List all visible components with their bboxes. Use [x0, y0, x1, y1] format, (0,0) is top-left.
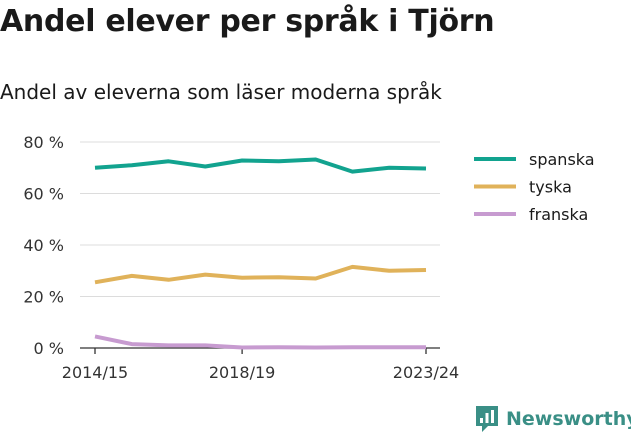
y-tick-label: 60 %	[23, 185, 64, 204]
y-tick-label: 40 %	[23, 236, 64, 255]
legend-label-tyska: tyska	[529, 178, 572, 197]
series-line-franska	[94, 334, 426, 350]
axis-layer: 0 % 20 % 40 % 60 % 80 % 2014/15 2018/19 2023/24	[23, 133, 459, 382]
x-tick-label: 2018/19	[209, 363, 275, 382]
series-layer	[94, 157, 427, 350]
y-tick-label: 0 %	[34, 339, 64, 358]
legend-label-franska: franska	[529, 205, 588, 224]
newsworthy-icon	[476, 406, 498, 432]
legend-label-spanska: spanska	[529, 150, 595, 169]
series-line-tyska	[94, 264, 427, 285]
brand-logo: Newsworthy	[476, 406, 631, 432]
series-line-spanska	[94, 157, 427, 174]
y-tick-label: 80 %	[23, 133, 64, 152]
chart-subtitle: Andel av eleverna som läser moderna språ…	[0, 80, 442, 104]
legend: spanska tyska franska	[474, 150, 595, 224]
x-tick-label: 2014/15	[62, 363, 128, 382]
chart-title: Andel elever per språk i Tjörn	[0, 4, 495, 39]
brand-name: Newsworthy	[506, 408, 631, 430]
x-tick-label: 2023/24	[393, 363, 459, 382]
grid-layer	[80, 141, 440, 297]
y-tick-label: 20 %	[23, 288, 64, 307]
